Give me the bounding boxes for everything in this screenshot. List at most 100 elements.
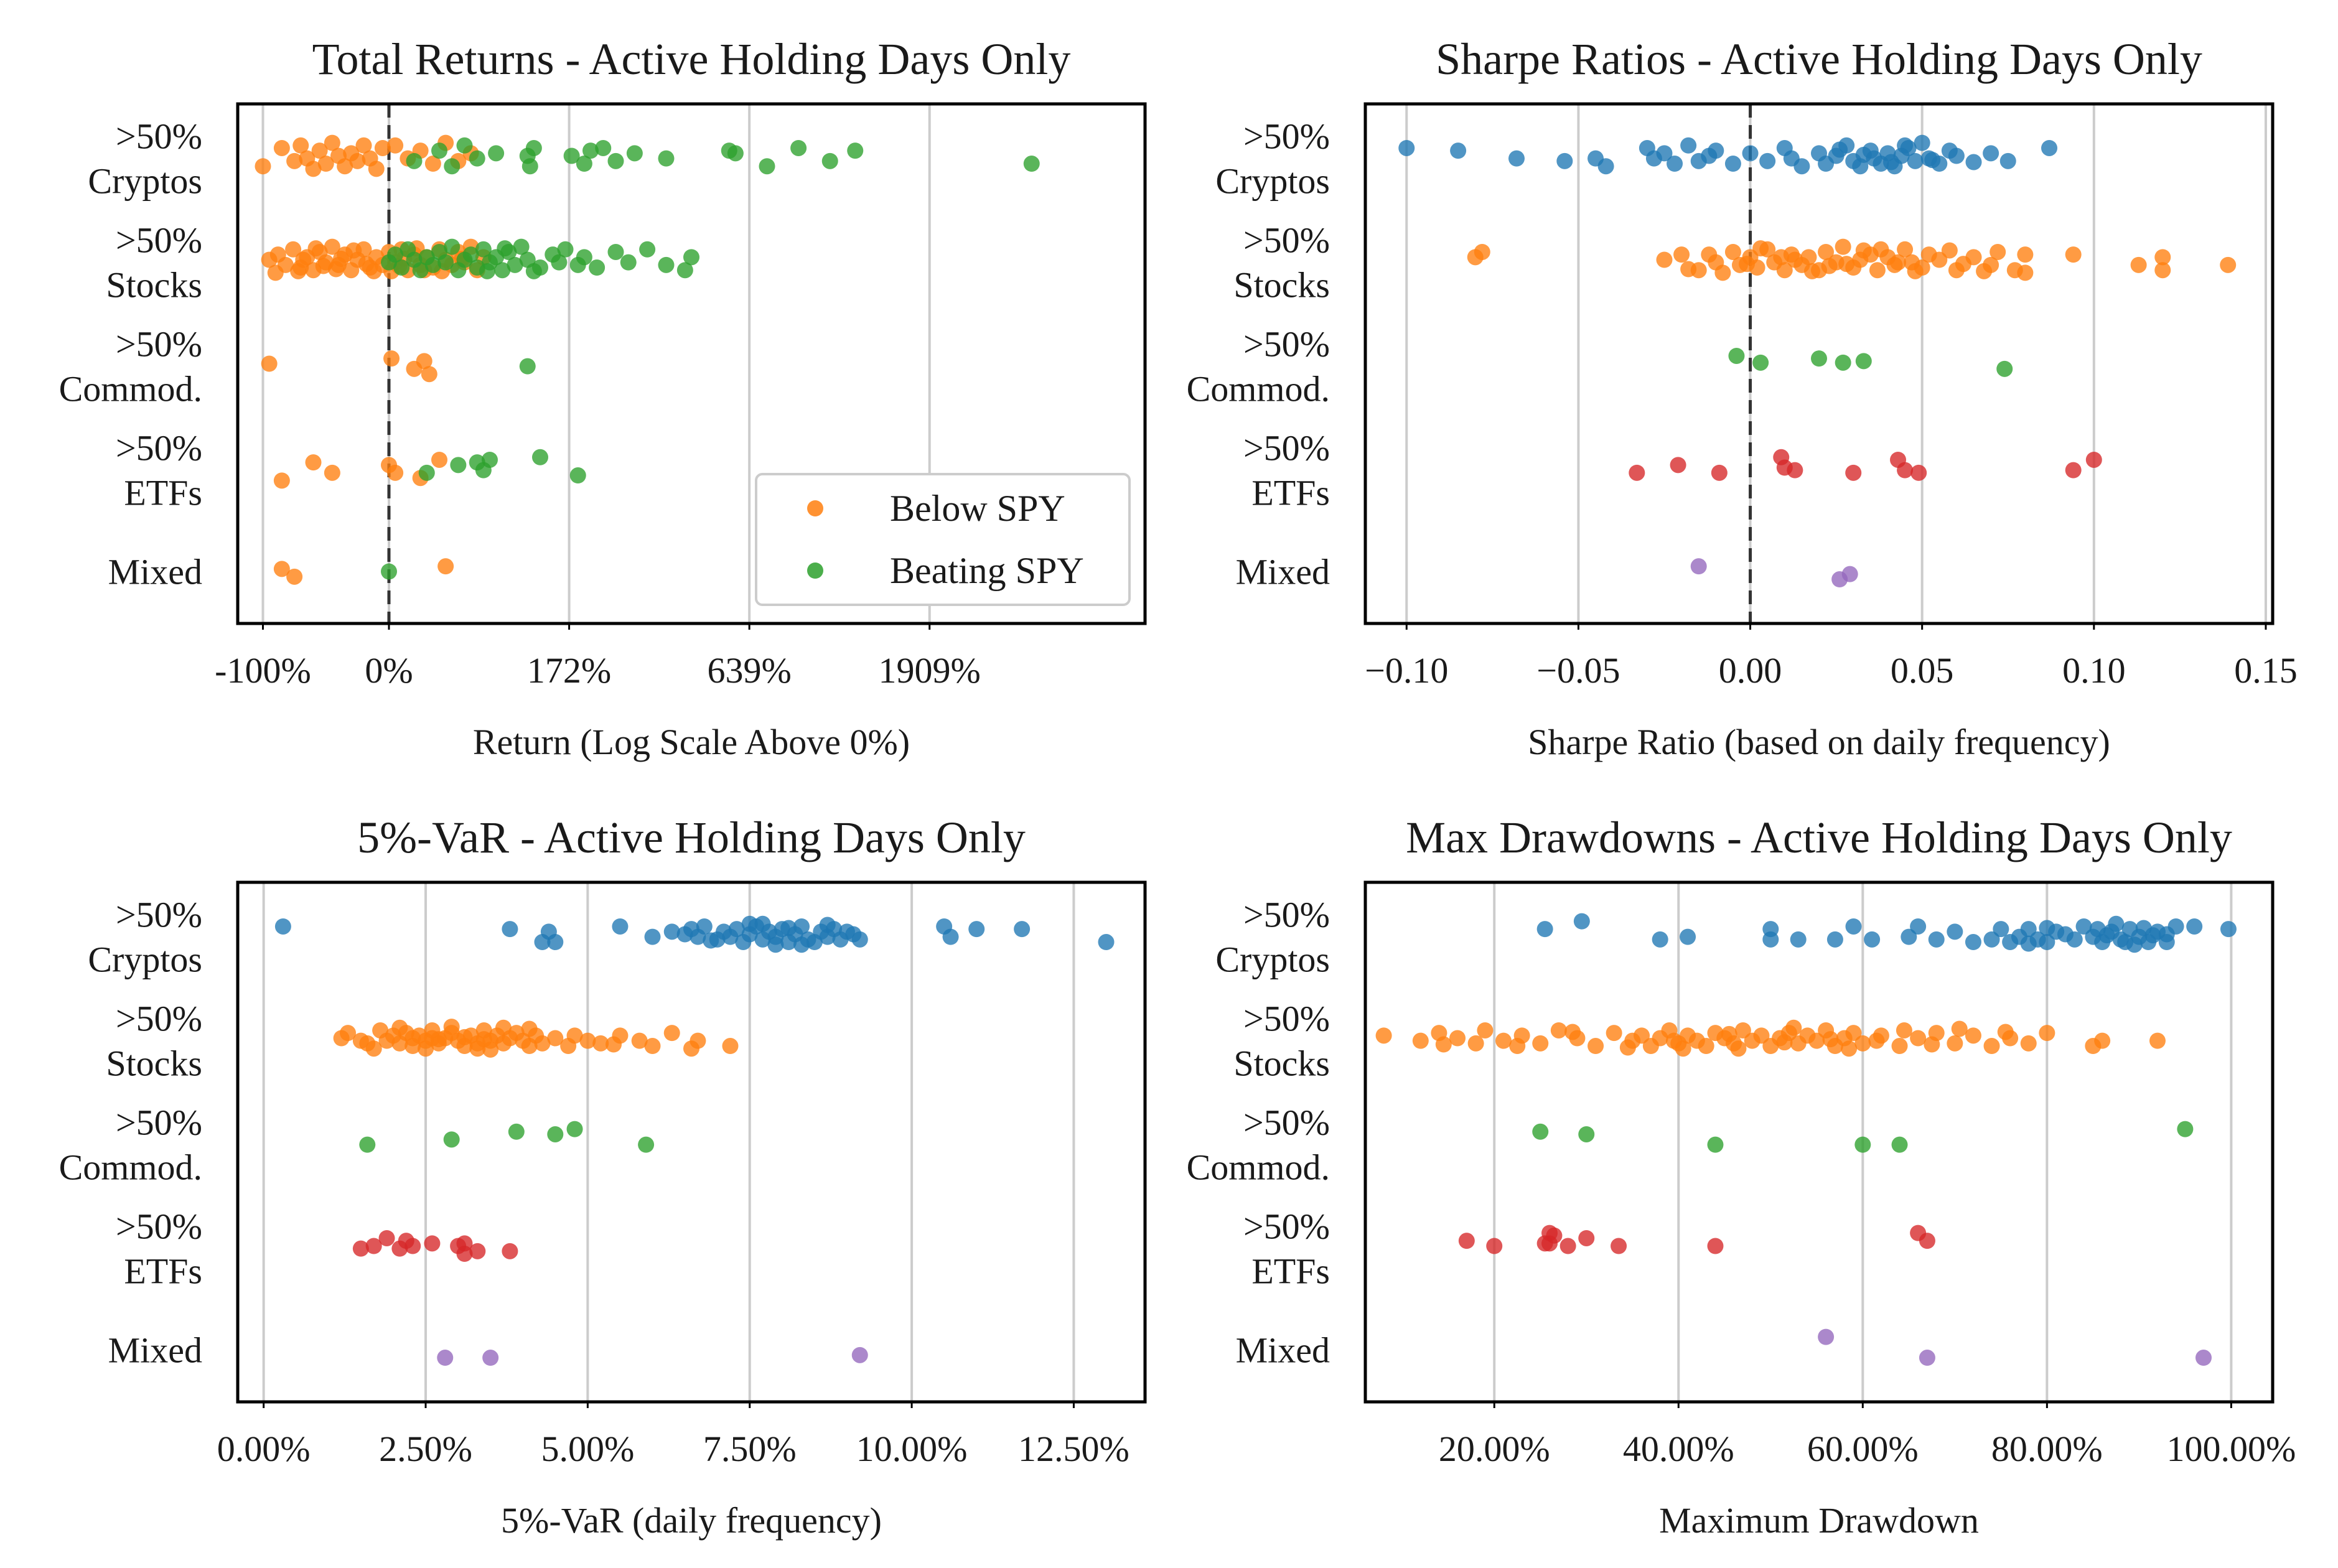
data-point	[2085, 451, 2102, 468]
data-point	[315, 258, 332, 274]
data-point	[1897, 241, 1914, 258]
data-point	[393, 259, 410, 276]
data-point	[1901, 928, 1917, 945]
data-point	[821, 152, 838, 169]
data-point	[793, 936, 810, 953]
axes-frame	[236, 102, 1147, 625]
data-point	[286, 568, 303, 585]
data-point	[1449, 1030, 1466, 1047]
legend-marker	[807, 500, 823, 516]
legend-label: Below SPY	[890, 488, 1065, 529]
data-point	[324, 134, 340, 151]
data-point	[847, 142, 864, 159]
data-point	[1826, 931, 1843, 948]
data-point	[378, 1230, 395, 1246]
data-point	[1822, 1031, 1839, 1048]
x-tick-label: 7.50%	[703, 1429, 797, 1469]
data-point	[690, 1032, 706, 1049]
data-point	[696, 918, 713, 935]
x-tick-label: 172%	[527, 650, 611, 691]
data-point	[1435, 1036, 1452, 1053]
data-point	[1896, 1022, 1912, 1038]
data-point	[1541, 1235, 1558, 1252]
data-point	[1773, 249, 1790, 266]
data-point	[1997, 1024, 2014, 1040]
data-point	[1951, 1020, 1968, 1037]
data-point	[1868, 1032, 1885, 1049]
category-label: >50% ETFs	[1243, 428, 1330, 513]
data-point	[1629, 464, 1645, 481]
data-point	[352, 1240, 369, 1257]
data-point	[1023, 156, 1040, 172]
data-point	[683, 249, 699, 266]
category-label: >50% Stocks	[1233, 999, 1330, 1084]
data-point	[1808, 1032, 1825, 1049]
chart-title: Sharpe Ratios - Active Holding Days Only	[1436, 34, 2202, 84]
data-point	[595, 139, 612, 156]
data-point	[479, 263, 495, 279]
data-point	[1680, 137, 1697, 154]
data-point	[626, 145, 643, 162]
data-point	[547, 1030, 564, 1047]
data-point	[469, 150, 485, 167]
data-point	[1821, 258, 1838, 274]
data-point	[793, 918, 810, 935]
data-point	[1532, 1123, 1549, 1140]
data-point	[381, 563, 397, 580]
data-point	[482, 1350, 499, 1366]
data-point	[563, 147, 580, 164]
legend: Below SPY Beating SPY	[755, 473, 1131, 606]
plot-area	[1365, 882, 2273, 1402]
data-point	[488, 145, 505, 162]
data-point	[676, 262, 693, 279]
data-point	[469, 1243, 486, 1259]
data-point	[1739, 256, 1756, 273]
data-point	[566, 1121, 583, 1137]
data-point	[2126, 936, 2143, 953]
data-point	[1508, 150, 1525, 167]
data-point	[1983, 1038, 2000, 1055]
data-point	[424, 156, 441, 172]
data-point	[612, 918, 629, 935]
data-point	[644, 928, 661, 945]
x-tick-label: -100%	[215, 650, 311, 691]
x-tick-label: 639%	[707, 650, 791, 691]
data-point	[703, 932, 719, 949]
data-point	[759, 158, 775, 175]
category-label: >50% Commod.	[1187, 324, 1330, 409]
data-point	[2017, 264, 2034, 281]
x-axis-label: Return (Log Scale Above 0%)	[473, 722, 910, 762]
data-point	[1753, 1027, 1770, 1044]
data-point	[1724, 243, 1741, 260]
category-label: >50% Cryptos	[1215, 895, 1330, 980]
x-tick-label: 1909%	[879, 650, 981, 691]
data-point	[1845, 918, 1862, 935]
data-point	[2177, 1121, 2194, 1137]
data-point	[305, 161, 322, 177]
data-point	[620, 254, 637, 271]
data-point	[358, 256, 375, 273]
data-point	[261, 355, 278, 372]
data-point	[576, 249, 592, 266]
category-label: Mixed	[108, 552, 202, 592]
data-point	[437, 254, 454, 271]
data-point	[2144, 927, 2161, 944]
data-point	[1619, 1039, 1636, 1056]
category-label: Mixed	[1236, 1330, 1330, 1371]
data-point	[1606, 1025, 1622, 1042]
data-point	[1787, 251, 1803, 268]
data-point	[340, 1025, 357, 1042]
data-point	[2020, 1035, 2037, 1052]
category-label: >50% Stocks	[106, 220, 202, 306]
axes-frame	[1363, 102, 2275, 625]
data-point	[1891, 1136, 1908, 1153]
data-point	[1477, 1022, 1494, 1038]
data-point	[1845, 1025, 1862, 1042]
data-point	[2108, 915, 2125, 932]
data-point	[1841, 1040, 1858, 1057]
data-point	[1873, 241, 1889, 258]
data-point	[1845, 464, 1862, 481]
data-point	[2167, 918, 2184, 935]
data-point	[851, 931, 868, 948]
x-tick-label: 0.00%	[217, 1429, 311, 1469]
